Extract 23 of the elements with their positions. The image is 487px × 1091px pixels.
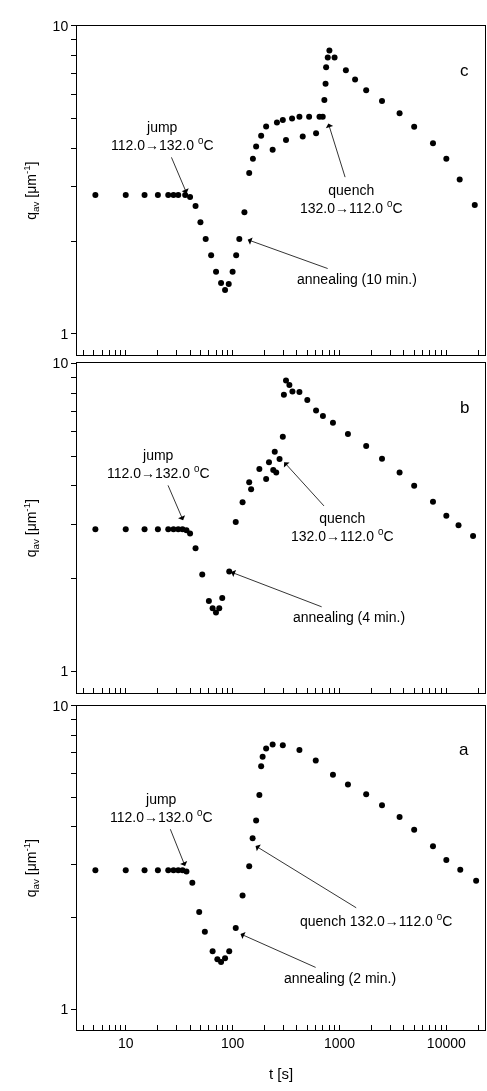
x-tick-label: 1000 [323,1035,356,1052]
annotation: quench 132.0→112.0 $^{0}$C [291,510,394,545]
annotation: jump 112.0→132.0 $^{0}$C [110,791,213,826]
y-tick-label: 1 [60,325,69,342]
annotation: annealing (10 min.) [297,271,417,287]
text: a [459,740,469,759]
annotation: quench 132.0→112.0 $^{0}$C [300,911,453,929]
annotation: quench 132.0→112.0 $^{0}$C [300,182,403,217]
y-tick-label: 10 [52,355,69,372]
annotation: jump 112.0→132.0 $^{0}$C [107,447,210,482]
annotation: jump 112.0→132.0 $^{0}$C [111,119,214,154]
annotation: annealing (4 min.) [293,609,406,625]
y-tick-label: 10 [52,17,69,34]
x-tick-label: 10000 [426,1035,467,1052]
x-tick-label: 10 [117,1035,134,1052]
annotation: annealing (2 min.) [284,970,397,986]
y-tick-label: 10 [52,697,69,714]
text: c [460,61,469,80]
y-tick-label: 1 [60,663,69,680]
x-tick-label: 100 [220,1035,245,1052]
text: b [460,398,470,417]
y-tick-label: 1 [60,1000,69,1017]
x-axis-title: t [s] [268,1065,294,1083]
